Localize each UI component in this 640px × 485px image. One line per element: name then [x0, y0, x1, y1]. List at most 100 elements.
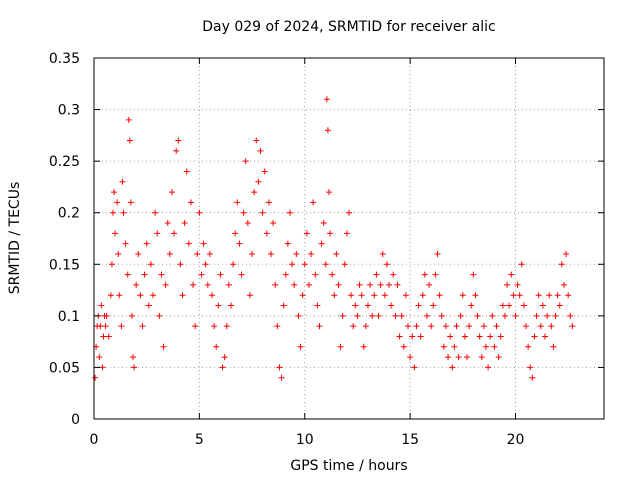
- data-point: [466, 323, 473, 330]
- data-point: [251, 189, 258, 196]
- data-point: [405, 323, 412, 330]
- data-point: [565, 292, 572, 299]
- data-point: [455, 354, 462, 361]
- data-point: [295, 312, 302, 319]
- data-point: [504, 281, 511, 288]
- data-point: [485, 364, 492, 371]
- data-point: [223, 323, 230, 330]
- data-point: [442, 323, 449, 330]
- data-point: [360, 343, 367, 350]
- data-point: [116, 292, 123, 299]
- y-tick-label: 0.25: [49, 154, 80, 170]
- x-tick-label: 5: [195, 432, 204, 448]
- data-point: [196, 209, 203, 216]
- data-point: [520, 302, 527, 309]
- data-point: [457, 312, 464, 319]
- data-point: [510, 292, 517, 299]
- data-points: [92, 96, 576, 381]
- data-point: [430, 302, 437, 309]
- data-point: [337, 343, 344, 350]
- x-tick-label: 20: [507, 432, 525, 448]
- data-point: [190, 281, 197, 288]
- data-point: [383, 261, 390, 268]
- data-point: [291, 281, 298, 288]
- data-point: [377, 281, 384, 288]
- data-point: [472, 292, 479, 299]
- data-point: [516, 292, 523, 299]
- data-point: [109, 209, 116, 216]
- data-point: [415, 302, 422, 309]
- data-point: [497, 333, 504, 340]
- data-point: [487, 333, 494, 340]
- data-point: [274, 323, 281, 330]
- data-point: [221, 354, 228, 361]
- data-point: [198, 271, 205, 278]
- data-point: [268, 250, 275, 257]
- data-point: [567, 312, 574, 319]
- data-point: [107, 292, 114, 299]
- data-point: [417, 333, 424, 340]
- data-point: [305, 281, 312, 288]
- data-point: [100, 333, 107, 340]
- data-point: [102, 323, 109, 330]
- x-axis-label: GPS time / hours: [290, 458, 407, 474]
- data-point: [512, 312, 519, 319]
- data-point: [373, 271, 380, 278]
- data-point: [563, 250, 570, 257]
- data-point: [164, 220, 171, 227]
- data-point: [255, 178, 262, 185]
- data-point: [293, 250, 300, 257]
- y-tick-label: 0.15: [49, 257, 80, 273]
- data-point: [215, 302, 222, 309]
- data-point: [177, 261, 184, 268]
- data-point: [242, 158, 249, 165]
- data-point: [244, 220, 251, 227]
- data-point: [529, 374, 536, 381]
- data-point: [175, 137, 182, 144]
- data-point: [381, 292, 388, 299]
- data-point: [312, 271, 319, 278]
- data-point: [217, 271, 224, 278]
- data-point: [310, 199, 317, 206]
- data-point: [122, 240, 129, 247]
- data-point: [453, 323, 460, 330]
- data-point: [354, 312, 361, 319]
- data-point: [569, 323, 576, 330]
- data-point: [204, 281, 211, 288]
- data-point: [119, 178, 126, 185]
- data-point: [166, 250, 173, 257]
- data-point: [238, 271, 245, 278]
- data-point: [476, 333, 483, 340]
- data-point: [143, 240, 150, 247]
- y-axis-label: SRMTID / TECUs: [7, 182, 23, 295]
- data-point: [324, 127, 331, 134]
- data-point: [413, 323, 420, 330]
- x-tick-label: 10: [296, 432, 314, 448]
- data-point: [556, 302, 563, 309]
- data-point: [280, 302, 287, 309]
- data-point: [147, 261, 154, 268]
- data-point: [531, 333, 538, 340]
- data-point: [236, 240, 243, 247]
- data-point: [211, 323, 218, 330]
- data-point: [225, 281, 232, 288]
- data-point: [518, 261, 525, 268]
- data-point: [474, 312, 481, 319]
- data-point: [257, 147, 264, 154]
- data-point: [468, 302, 475, 309]
- data-point: [480, 323, 487, 330]
- chart-title: Day 029 of 2024, SRMTID for receiver ali…: [202, 19, 495, 35]
- data-point: [92, 374, 99, 381]
- data-point: [331, 292, 338, 299]
- data-point: [265, 199, 272, 206]
- data-point: [348, 292, 355, 299]
- data-point: [168, 189, 175, 196]
- data-point: [232, 230, 239, 237]
- data-point: [272, 281, 279, 288]
- y-tick-label: 0.05: [49, 360, 80, 376]
- data-point: [128, 312, 135, 319]
- data-point: [329, 271, 336, 278]
- data-point: [499, 302, 506, 309]
- data-point: [459, 292, 466, 299]
- data-point: [350, 323, 357, 330]
